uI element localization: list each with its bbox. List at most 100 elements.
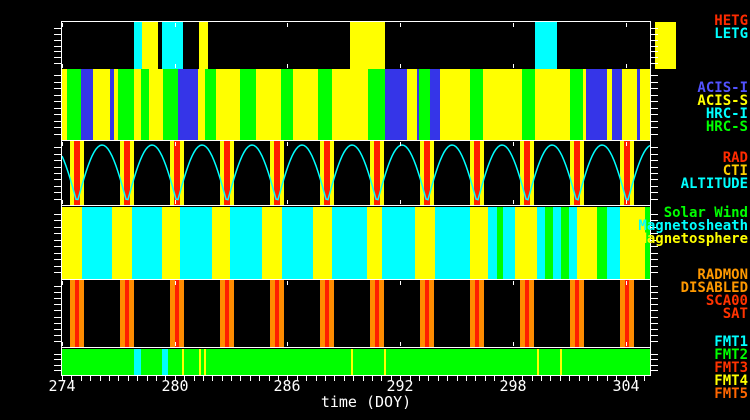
x-tick	[231, 376, 232, 381]
x-tick	[428, 376, 429, 381]
event-line	[198, 349, 201, 375]
frame-line	[62, 205, 650, 206]
y-tick	[54, 34, 61, 35]
inner-tick	[62, 342, 63, 346]
x-tick	[109, 376, 110, 381]
y-tick	[54, 134, 61, 135]
perigee-stripe	[430, 141, 434, 205]
y-tick	[54, 329, 61, 330]
y-tick	[651, 259, 658, 260]
inner-tick	[175, 200, 176, 204]
y-tick	[54, 220, 61, 221]
segment	[133, 22, 142, 69]
inner-tick	[513, 23, 514, 27]
x-tick-label: 286	[273, 377, 301, 395]
y-tick	[651, 329, 658, 330]
inner-tick	[400, 281, 401, 285]
legend-acis-i: ACIS-I	[697, 80, 748, 96]
perigee-stripe	[123, 141, 130, 205]
x-tick	[334, 376, 335, 381]
y-tick	[54, 298, 61, 299]
frame-line-left	[61, 21, 62, 376]
segment	[349, 22, 386, 69]
segment	[470, 69, 484, 140]
y-tick	[54, 323, 61, 324]
perigee-stripe	[169, 280, 175, 347]
y-tick	[54, 95, 61, 96]
x-tick	[494, 376, 495, 381]
perigee-stripe	[379, 280, 385, 347]
inner-tick	[287, 64, 288, 68]
perigee-stripe	[75, 280, 79, 347]
perigee-stripe	[374, 141, 381, 205]
y-tick	[651, 359, 658, 360]
inner-tick	[62, 281, 63, 285]
y-tick	[54, 179, 61, 180]
segment	[262, 207, 282, 279]
y-tick	[651, 75, 658, 76]
perigee-stripe	[330, 141, 334, 205]
inner-tick	[175, 142, 176, 146]
y-tick	[651, 101, 658, 102]
perigee-stripe	[279, 141, 284, 205]
x-tick-label: 280	[161, 377, 189, 395]
inner-tick	[626, 281, 627, 285]
x-tick	[240, 376, 241, 381]
y-tick	[54, 28, 61, 29]
y-tick	[651, 286, 658, 287]
legend-altitude: ALTITUDE	[680, 176, 748, 192]
segment	[111, 207, 133, 279]
y-tick	[651, 154, 658, 155]
perigee-stripe	[625, 280, 630, 347]
x-tick	[626, 376, 627, 381]
y-tick	[651, 341, 658, 342]
x-tick	[391, 376, 392, 381]
y-tick	[54, 147, 61, 148]
inner-tick	[626, 23, 627, 27]
segment	[312, 207, 333, 279]
y-tick	[54, 246, 61, 247]
inner-tick	[513, 200, 514, 204]
legend-sat: SAT	[722, 306, 748, 322]
perigee-stripe	[629, 280, 635, 347]
legend-solar-wind: Solar Wind	[663, 205, 748, 221]
perigee-stripe	[130, 141, 134, 205]
inner-tick	[626, 200, 627, 204]
y-tick	[54, 214, 61, 215]
y-tick	[651, 199, 658, 200]
y-tick	[651, 51, 658, 52]
y-tick	[54, 286, 61, 287]
y-tick	[54, 354, 61, 355]
perigee-stripe	[224, 280, 229, 347]
inner-tick	[626, 342, 627, 346]
y-tick	[54, 266, 61, 267]
x-tick-label: 292	[386, 377, 414, 395]
y-tick	[54, 304, 61, 305]
inner-tick	[287, 23, 288, 27]
perigee-stripe	[128, 280, 135, 347]
y-tick	[54, 63, 61, 64]
legend-group-regions: Solar Wind Magnetosheath Magnetosphere	[638, 205, 748, 246]
inner-tick	[287, 142, 288, 146]
segment	[586, 69, 608, 140]
y-tick	[651, 28, 658, 29]
perigee-stripe	[229, 141, 234, 205]
perigee-stripe	[228, 280, 234, 347]
segment	[515, 207, 538, 279]
perigee-stripe	[569, 280, 575, 347]
x-tick	[560, 376, 561, 381]
y-tick	[651, 46, 658, 47]
band-orbit	[62, 141, 650, 205]
segment	[212, 207, 230, 279]
perigee-stripe	[179, 141, 184, 205]
inner-tick	[287, 342, 288, 346]
legend-fmt2: FMT2	[714, 347, 748, 363]
x-tick	[569, 376, 570, 381]
event-line	[537, 349, 540, 375]
event-line	[204, 349, 207, 375]
y-tick	[651, 370, 658, 371]
perigee-stripe	[479, 141, 484, 205]
y-tick	[651, 88, 658, 89]
inner-tick	[62, 142, 63, 146]
